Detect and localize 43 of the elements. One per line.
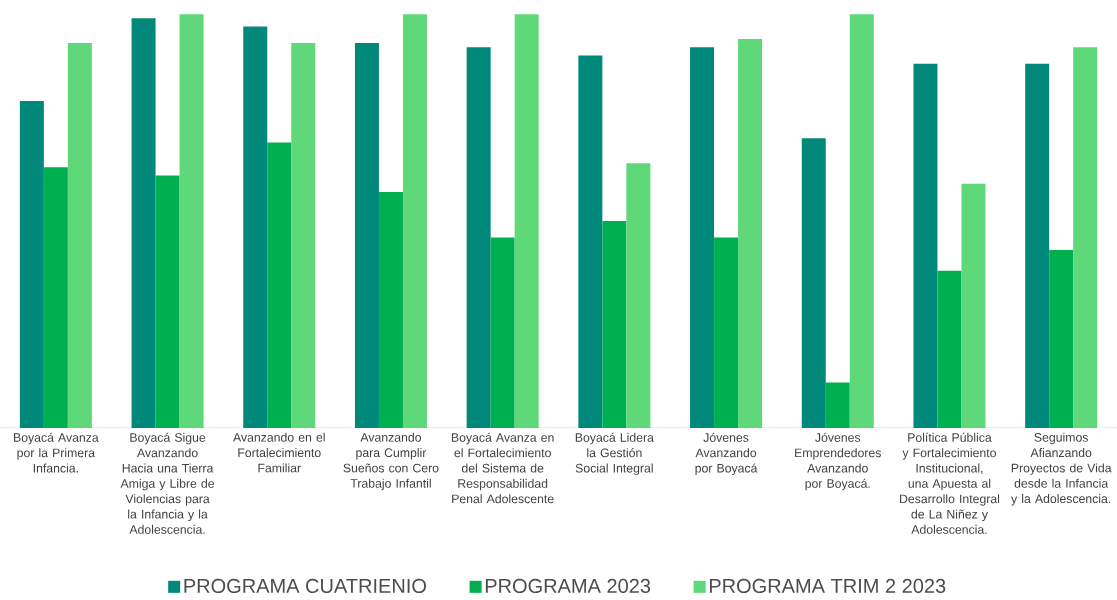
bar: [578, 55, 603, 428]
bar: [714, 237, 739, 428]
bar: [243, 26, 268, 428]
bar: [690, 47, 715, 428]
bar: [490, 237, 515, 428]
bar: [825, 382, 850, 428]
x-tick-label: Boyacá Lidera la Gestión Social Integral: [575, 432, 654, 475]
legend-label: PROGRAMA CUATRIENIO: [184, 578, 426, 594]
x-tick-label: Avanzando en el Fortalecimiento Familiar: [233, 432, 325, 473]
bar: [602, 221, 627, 428]
x-tick-label: Seguimos Afianzando Proyectos de Vida desde la Infancia y la Adolescencia.: [1011, 432, 1112, 506]
x-tick-label: Avanzando para Cumplir Sueños con Cero Trabajo Infantil: [343, 432, 439, 491]
x-tick-label: Boyacá Avanza en el Fortalecimiento del Sistema de Responsabilidad Penal Adolescente: [451, 432, 554, 504]
bar: [961, 183, 986, 428]
x-tick-label: Jóvenes Avanzando por Boyacá: [695, 432, 758, 475]
bar: [1049, 250, 1074, 428]
bar: [43, 167, 68, 428]
bar: [937, 270, 962, 428]
bar: [378, 192, 403, 428]
bar: [402, 14, 427, 428]
bar: [131, 18, 156, 428]
legend-label: PROGRAMA TRIM 2 2023: [709, 578, 946, 594]
bar: [179, 14, 204, 428]
bar: [626, 163, 651, 428]
bar: [913, 63, 938, 428]
bar: [514, 14, 539, 428]
x-tick-label: Jóvenes Emprendedores Avanzando por Boyacá.: [795, 432, 881, 491]
bar: [738, 38, 763, 428]
bar: [849, 14, 874, 428]
bar: [1025, 63, 1050, 428]
x-tick-label: Boyacá Sigue Avanzando Hacia una Tierra Amiga y Libre de Violencias para la Infancia y la Adolescencia.: [120, 432, 215, 534]
bar: [1073, 47, 1098, 428]
x-tick-label: Boyacá Avanza por la Primera Infancia.: [14, 432, 99, 473]
bar: [801, 138, 826, 428]
bar: [67, 43, 92, 428]
bar: [155, 175, 180, 428]
x-tick-label: Política Pública y Fortalecimiento Institucional, una Apuesta al Desarrollo Integral de La Niñez y Adolescencia.: [900, 432, 1000, 534]
bar: [19, 101, 44, 428]
bar: [291, 43, 316, 428]
bar: [354, 43, 379, 428]
bar: [466, 47, 491, 428]
legend-label: PROGRAMA 2023: [485, 578, 651, 594]
bar: [267, 142, 292, 428]
